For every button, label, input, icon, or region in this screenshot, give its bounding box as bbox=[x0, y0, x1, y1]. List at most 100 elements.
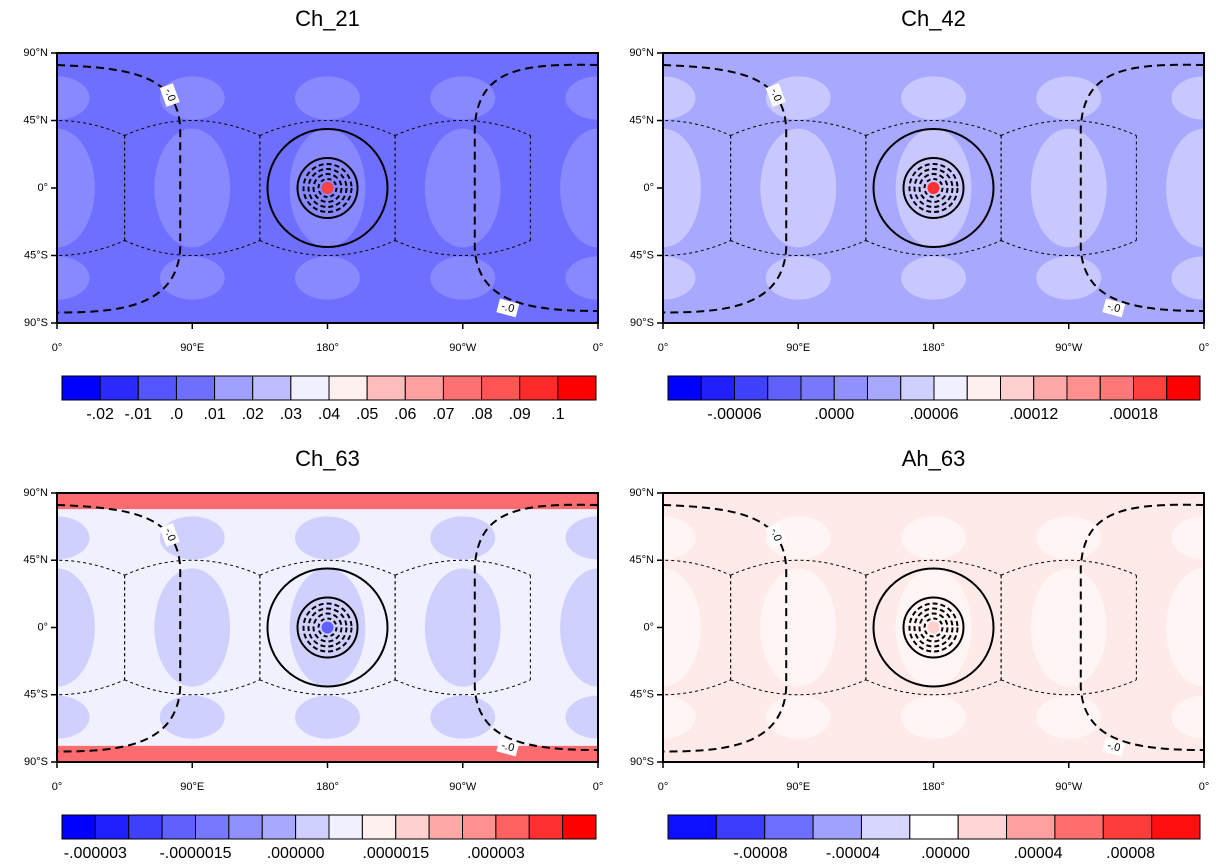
colorbar-label: .00012 bbox=[1009, 406, 1058, 423]
colorbar-label: .0000015 bbox=[362, 845, 429, 862]
colorbar-box bbox=[868, 376, 901, 400]
field-blob bbox=[1031, 129, 1107, 248]
field-blob bbox=[1036, 696, 1101, 739]
colorbar-box bbox=[215, 376, 253, 400]
colorbar-box bbox=[396, 815, 429, 839]
field-blob bbox=[425, 568, 501, 686]
y-tick-label: 0° bbox=[643, 182, 654, 194]
field-blob bbox=[760, 568, 836, 686]
field-blob bbox=[1031, 568, 1107, 686]
panel-title: Ah_63 bbox=[902, 446, 966, 471]
colorbar-box bbox=[801, 376, 834, 400]
field-blob bbox=[901, 696, 966, 739]
field-blob bbox=[154, 129, 230, 248]
map-field: -.0-.0 bbox=[595, 493, 1216, 762]
colorbar-box bbox=[129, 815, 162, 839]
field-blob bbox=[154, 568, 230, 686]
y-tick-label: 45°N bbox=[23, 114, 48, 126]
colorbar-label: .07 bbox=[432, 406, 454, 423]
colorbar-label: -.000003 bbox=[64, 845, 127, 862]
y-tick-label: 0° bbox=[643, 621, 654, 633]
x-tick-label: 90°W bbox=[449, 342, 477, 354]
colorbar-label: .000003 bbox=[467, 845, 525, 862]
colorbar-box bbox=[262, 815, 295, 839]
colorbar-box bbox=[62, 376, 100, 400]
y-tick-label: 90°N bbox=[23, 487, 48, 499]
field-blob bbox=[766, 696, 831, 739]
x-tick-label: 0° bbox=[593, 781, 604, 793]
y-tick-label: 45°S bbox=[630, 689, 654, 701]
x-tick-label: 0° bbox=[658, 781, 669, 793]
colorbar-box bbox=[1001, 376, 1034, 400]
colorbar-label: -.00006 bbox=[707, 406, 761, 423]
colorbar-box bbox=[176, 376, 214, 400]
colorbar-box bbox=[668, 376, 701, 400]
colorbar-box bbox=[1167, 376, 1200, 400]
colorbar-label: .000000 bbox=[267, 845, 325, 862]
colorbar-box bbox=[1152, 815, 1200, 839]
field-blob bbox=[1036, 76, 1101, 119]
colorbar-label: .00008 bbox=[1106, 845, 1155, 862]
colorbar-box bbox=[910, 815, 958, 839]
x-tick-label: 90°E bbox=[180, 781, 204, 793]
colorbar-label: .00006 bbox=[910, 406, 959, 423]
field-blob bbox=[1036, 256, 1101, 299]
colorbar-box bbox=[443, 376, 481, 400]
colorbar-box bbox=[520, 376, 558, 400]
colorbar-box bbox=[813, 815, 861, 839]
center-spot bbox=[322, 622, 334, 634]
y-tick-label: 90°S bbox=[630, 317, 654, 329]
colorbar-box bbox=[482, 376, 520, 400]
colorbar-label: .02 bbox=[242, 406, 264, 423]
colorbar-box bbox=[1103, 815, 1151, 839]
colorbar-box bbox=[765, 815, 813, 839]
field-blob bbox=[295, 516, 360, 559]
field-blob bbox=[430, 256, 495, 299]
figure: Ch_21-.0-.00°90°E180°90°W0°90°N45°N0°45°… bbox=[0, 0, 1216, 867]
field-blob bbox=[295, 76, 360, 119]
x-tick-label: 90°E bbox=[786, 342, 810, 354]
x-tick-label: 0° bbox=[52, 781, 63, 793]
x-tick-label: 180° bbox=[316, 342, 339, 354]
colorbar-label: .01 bbox=[203, 406, 225, 423]
colorbar-label: -.01 bbox=[124, 406, 152, 423]
field-blob bbox=[425, 129, 501, 248]
colorbar-label: -.00008 bbox=[733, 845, 787, 862]
panel-title: Ch_42 bbox=[901, 6, 966, 31]
field-blob bbox=[295, 696, 360, 739]
colorbar-label: -.00004 bbox=[826, 845, 880, 862]
field-blob bbox=[901, 516, 966, 559]
y-tick-label: 45°S bbox=[24, 689, 48, 701]
colorbar-label: .03 bbox=[280, 406, 302, 423]
colorbar-label: .00018 bbox=[1109, 406, 1158, 423]
colorbar-label: .06 bbox=[394, 406, 416, 423]
colorbar-box bbox=[1067, 376, 1100, 400]
y-tick-label: 90°S bbox=[630, 756, 654, 768]
x-tick-label: 90°W bbox=[1055, 342, 1083, 354]
center-spot bbox=[928, 622, 940, 634]
field-blob bbox=[901, 76, 966, 119]
colorbar-box bbox=[958, 815, 1006, 839]
colorbar-box bbox=[329, 376, 367, 400]
y-tick-label: 45°S bbox=[630, 249, 654, 261]
colorbar-box bbox=[229, 815, 262, 839]
colorbar-box bbox=[934, 376, 967, 400]
center-spot bbox=[322, 182, 334, 194]
x-tick-label: 90°W bbox=[1055, 781, 1083, 793]
map-field: -.0-.0 bbox=[0, 53, 636, 323]
field-blob bbox=[160, 256, 225, 299]
colorbar-box bbox=[429, 815, 462, 839]
field-blob bbox=[760, 129, 836, 248]
y-tick-label: 90°S bbox=[24, 317, 48, 329]
colorbar-box bbox=[668, 815, 716, 839]
colorbar-label: .04 bbox=[318, 406, 340, 423]
y-tick-label: 45°N bbox=[629, 554, 654, 566]
colorbar-box bbox=[329, 815, 362, 839]
field-blob bbox=[430, 696, 495, 739]
field-blob bbox=[160, 696, 225, 739]
x-tick-label: 90°E bbox=[786, 781, 810, 793]
polar-band bbox=[57, 493, 598, 509]
field-blob bbox=[766, 256, 831, 299]
map-field: -.0-.0 bbox=[0, 493, 636, 762]
colorbar-box bbox=[558, 376, 596, 400]
